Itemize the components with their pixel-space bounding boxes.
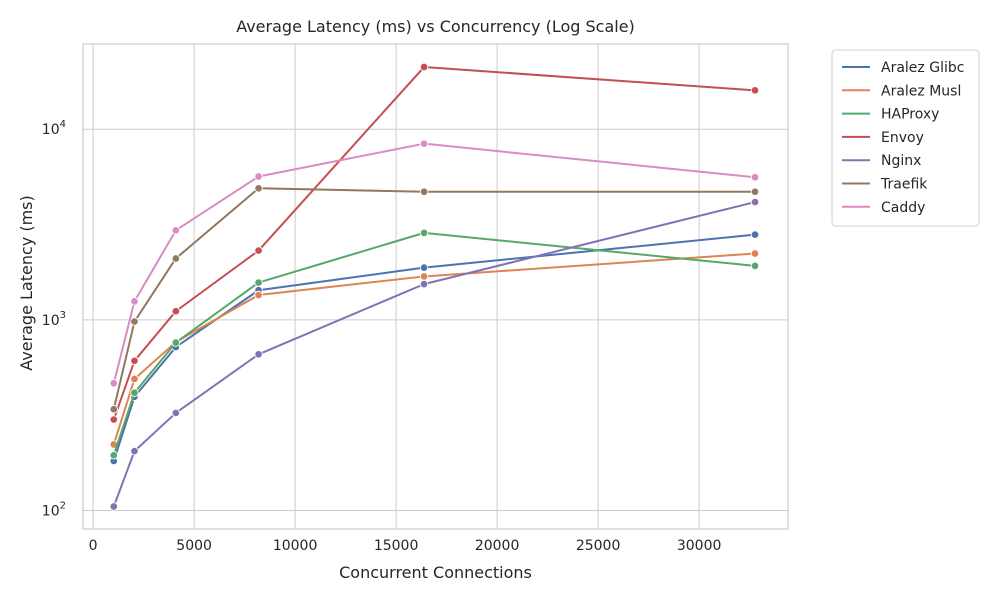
data-point (171, 254, 181, 263)
legend-label: Caddy (881, 200, 925, 216)
series-line (112, 187, 756, 410)
series-envoy (109, 62, 760, 424)
data-point (130, 356, 139, 366)
data-point (254, 246, 263, 255)
x-tick-label: 5000 (176, 538, 212, 554)
data-point (750, 86, 760, 95)
data-point (171, 306, 181, 316)
x-tick-label: 0 (89, 538, 98, 554)
series-caddy (109, 139, 760, 388)
data-point (254, 350, 263, 359)
data-point (750, 197, 760, 207)
data-point (419, 187, 429, 197)
x-tick-label: 10000 (273, 538, 318, 554)
y-axis-title: Average Latency (ms) (17, 195, 36, 371)
data-point (419, 272, 429, 281)
data-point (130, 297, 139, 306)
legend-item: Traefik (842, 177, 928, 193)
chart-title: Average Latency (ms) vs Concurrency (Log… (236, 17, 635, 36)
x-tick-label: 15000 (374, 538, 419, 554)
legend-item: Nginx (842, 153, 921, 169)
data-point (109, 450, 119, 460)
y-tick-label: 102 (42, 501, 66, 520)
data-point (750, 173, 760, 182)
legend-box (831, 49, 980, 227)
data-point (419, 139, 429, 148)
data-point (130, 446, 139, 456)
data-point (109, 415, 119, 424)
data-point (130, 317, 139, 326)
legend-label: Aralez Glibc (881, 60, 964, 76)
data-point (750, 261, 760, 271)
data-point (171, 408, 181, 418)
y-tick-label: 103 (42, 310, 66, 329)
series-line (112, 142, 756, 384)
legend-item: Envoy (842, 130, 924, 146)
series-haproxy (109, 228, 760, 460)
series-nginx (109, 197, 760, 511)
legend-label: Envoy (881, 130, 924, 146)
plot-frame (82, 43, 789, 530)
grid (83, 44, 788, 529)
x-tick-label: 30000 (677, 538, 722, 554)
data-point (750, 230, 760, 239)
legend-label: HAProxy (881, 107, 939, 123)
data-point (109, 502, 119, 511)
legend: Aralez Glibc Aralez Musl HAProxy Envoy Nginx… (831, 49, 980, 227)
data-point (109, 404, 119, 414)
series-traefik (109, 184, 760, 414)
data-point (419, 279, 429, 289)
y-tick-label: 104 (42, 119, 66, 138)
data-point (130, 374, 139, 384)
data-point (171, 226, 181, 235)
legend-item: Aralez Musl (842, 83, 961, 99)
series-line (112, 201, 756, 507)
data-point (254, 278, 263, 287)
data-point (750, 249, 760, 258)
legend-item: HAProxy (842, 107, 939, 123)
x-tick-label: 25000 (576, 538, 621, 554)
data-point (750, 187, 760, 197)
x-axis-title: Concurrent Connections (339, 563, 532, 582)
data-point (171, 338, 181, 347)
legend-label: Aralez Musl (881, 83, 961, 99)
data-point (419, 62, 429, 72)
series-line (112, 231, 756, 456)
x-tick-label: 20000 (475, 538, 520, 554)
legend-label: Traefik (880, 177, 928, 193)
x-axis-ticks: 0 5000 10000 15000 20000 25000 30000 (89, 538, 722, 554)
legend-item: Aralez Glibc (842, 60, 964, 76)
series-line (112, 252, 756, 445)
data-point (109, 379, 119, 388)
y-axis-ticks: 102 103 104 (42, 119, 66, 519)
series-line (112, 66, 756, 420)
data-point (419, 228, 429, 238)
data-point (419, 263, 429, 272)
data-point (254, 172, 263, 181)
series-layer (109, 62, 760, 511)
legend-item: Caddy (842, 200, 925, 216)
data-point (130, 388, 139, 397)
data-point (254, 184, 263, 193)
legend-label: Nginx (881, 153, 921, 169)
data-point (254, 290, 263, 300)
